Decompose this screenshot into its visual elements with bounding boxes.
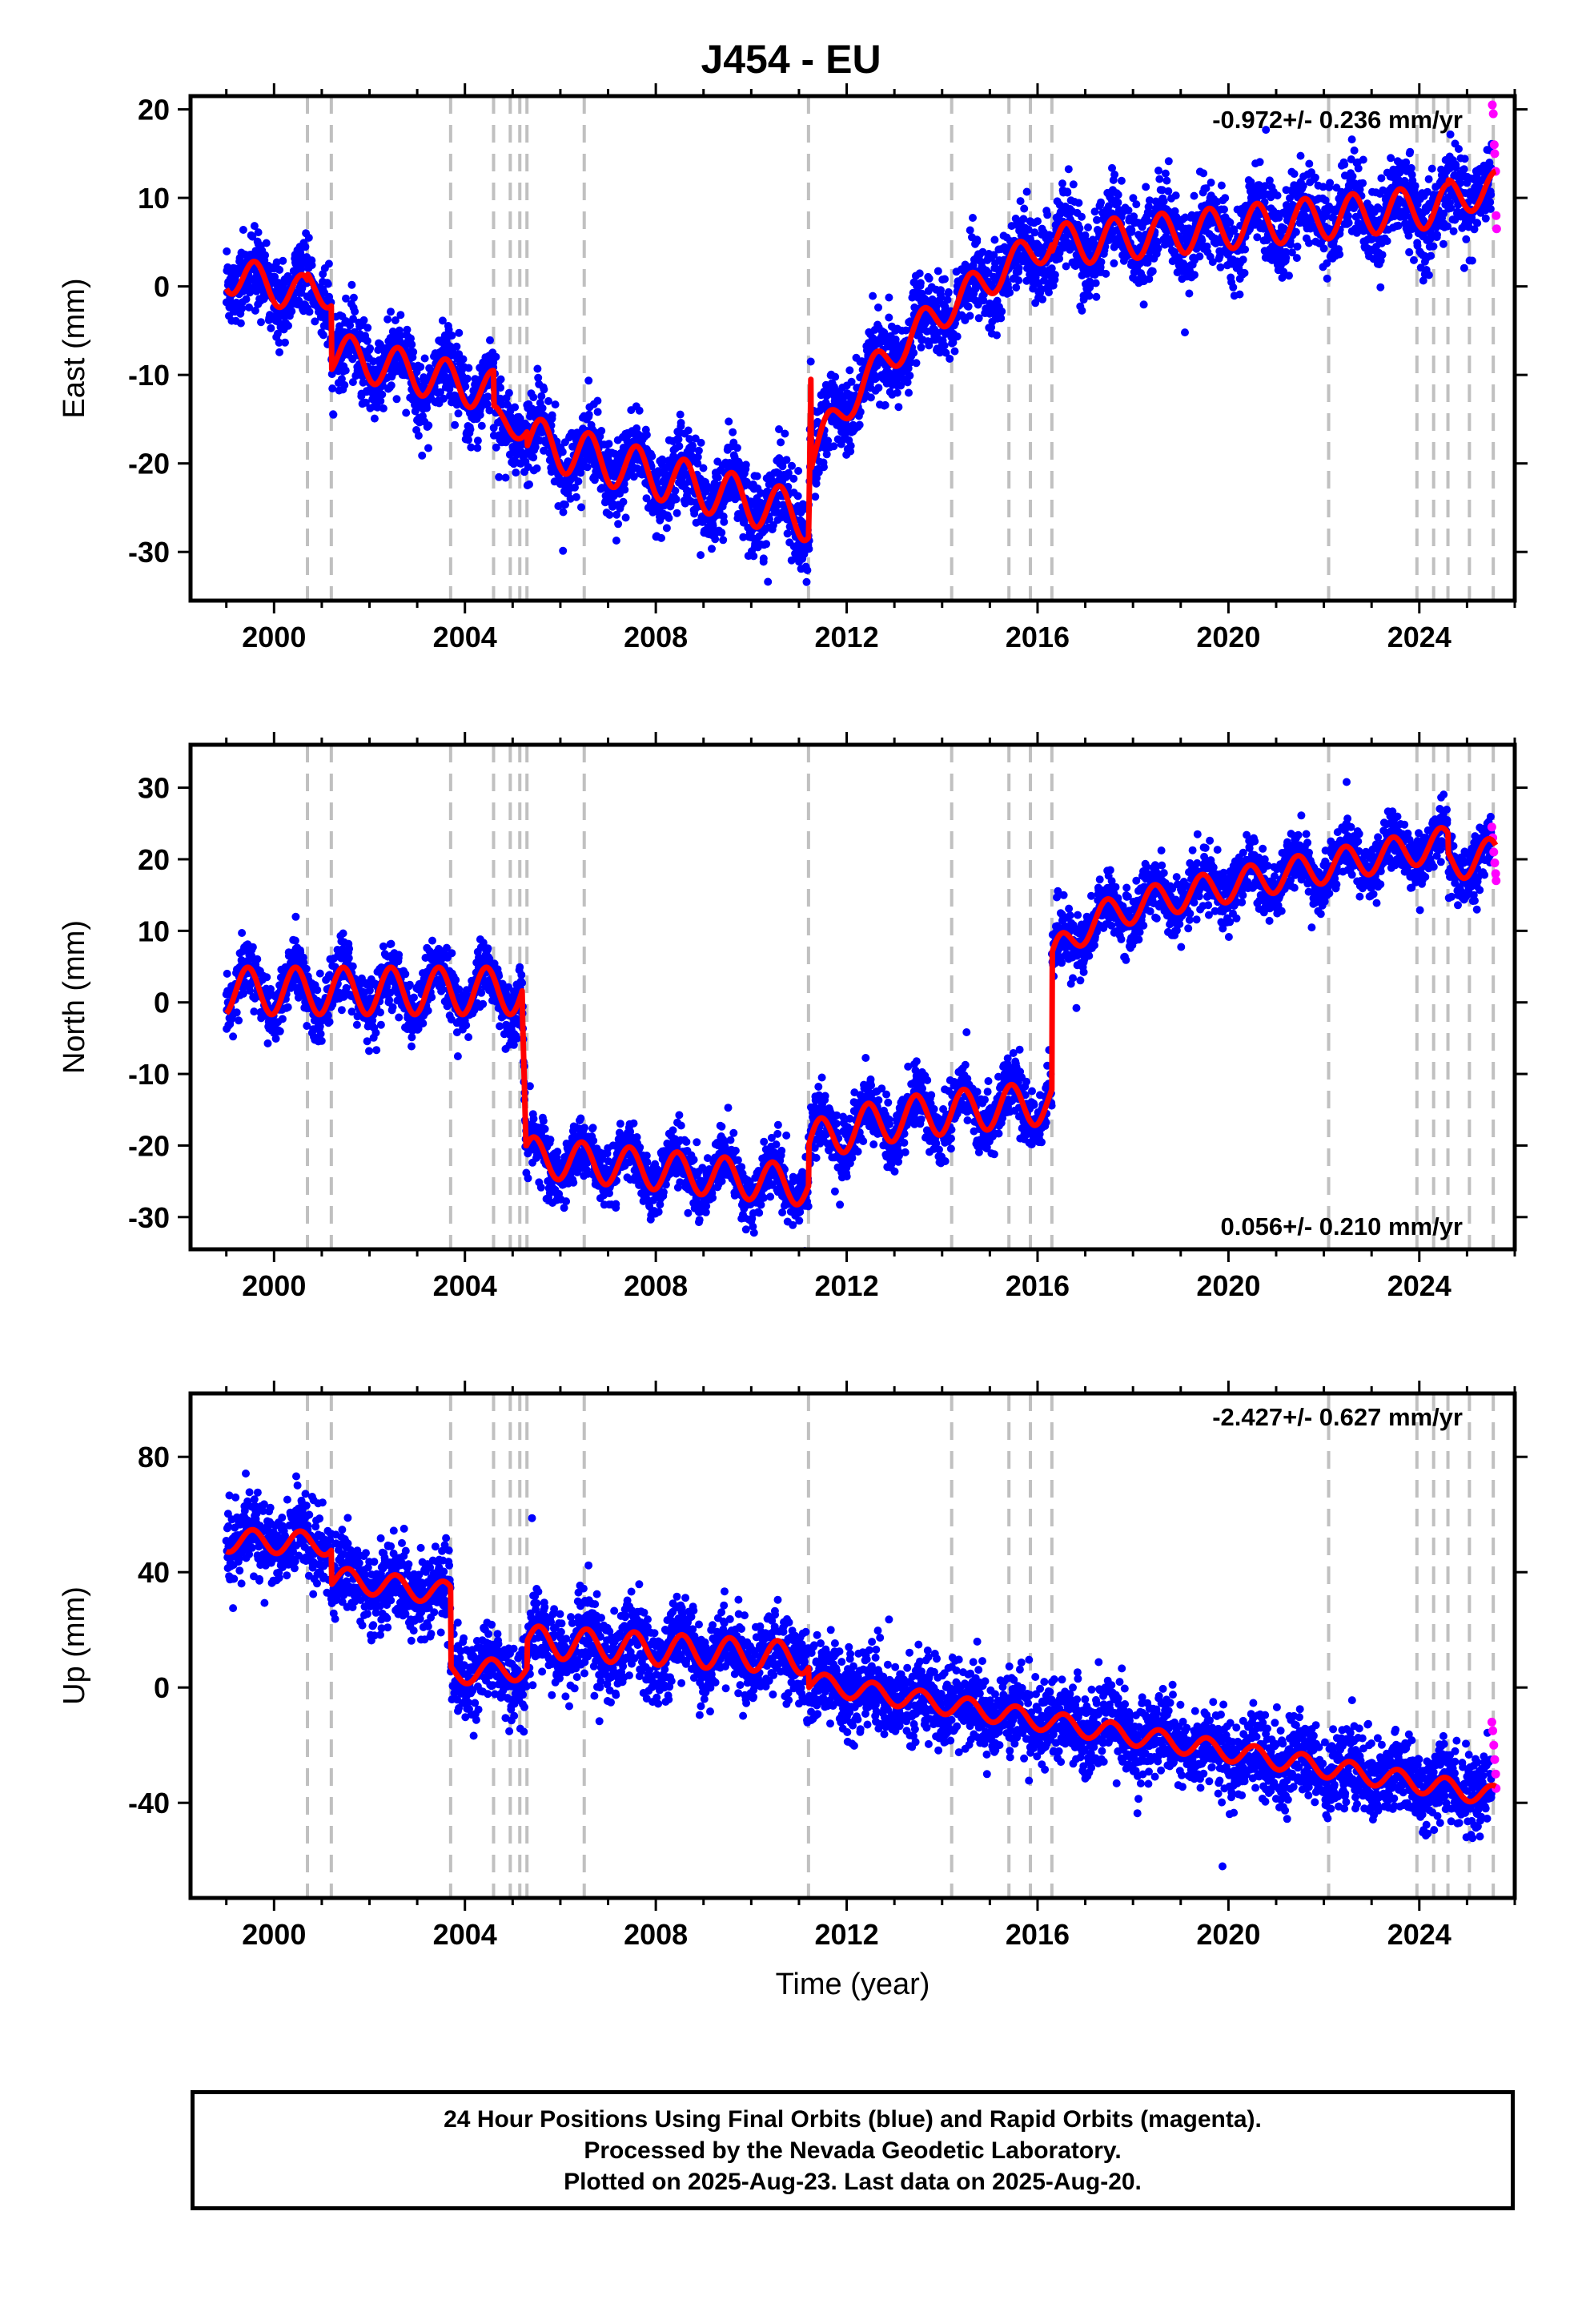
x-axis-label: Time (year) bbox=[776, 1968, 930, 2001]
east-rapid-point-1 bbox=[1488, 109, 1498, 119]
east-y-ticks bbox=[178, 108, 1528, 553]
up-x-tick-label-2008: 2008 bbox=[624, 1918, 688, 1951]
north-y-tick-label--10: -10 bbox=[128, 1058, 170, 1091]
up-y-axis-label: Up (mm) bbox=[58, 1586, 91, 1705]
up-x-tick-label-2000: 2000 bbox=[242, 1918, 306, 1951]
north-x-tick-label-2004: 2004 bbox=[433, 1269, 497, 1302]
up-x-tick-label-2016: 2016 bbox=[1006, 1918, 1070, 1951]
up-y-tick-label-80: 80 bbox=[138, 1441, 170, 1474]
north-x-tick-label-2012: 2012 bbox=[815, 1269, 879, 1302]
up-rapid-orbit-points bbox=[1487, 1717, 1501, 1793]
north-event-lines bbox=[306, 745, 1496, 1249]
up-rate-label: -2.427+/- 0.627 mm/yr bbox=[1212, 1403, 1463, 1431]
east-y-tick-label-10: 10 bbox=[138, 182, 170, 215]
up-y-ticks bbox=[178, 1455, 1528, 1804]
up-rapid-point-4 bbox=[1491, 1769, 1500, 1779]
north-rapid-orbit-points bbox=[1487, 822, 1501, 886]
up-y-tick-label-40: 40 bbox=[138, 1556, 170, 1589]
east-rapid-point-5 bbox=[1492, 211, 1501, 220]
east-x-tick-label-2000: 2000 bbox=[242, 621, 306, 653]
east-rapid-point-3 bbox=[1490, 149, 1500, 159]
east-x-tick-label-2008: 2008 bbox=[624, 621, 688, 653]
east-rapid-orbit-points bbox=[1488, 100, 1501, 234]
north-rapid-point-3 bbox=[1490, 858, 1500, 867]
up-rapid-point-3 bbox=[1490, 1755, 1500, 1764]
east-rate-label: -0.972+/- 0.236 mm/yr bbox=[1212, 106, 1463, 134]
east-rapid-point-0 bbox=[1488, 100, 1497, 110]
footer-box: 24 Hour Positions Using Final Orbits (bl… bbox=[191, 2090, 1515, 2210]
north-y-axis-label: North (mm) bbox=[58, 920, 91, 1074]
north-y-tick-label--20: -20 bbox=[128, 1129, 170, 1162]
north-y-tick-label-30: 30 bbox=[138, 772, 170, 805]
north-x-ticks bbox=[225, 732, 1516, 1262]
east-model-line bbox=[223, 168, 1499, 544]
north-frame bbox=[188, 742, 1517, 1252]
east-y-tick-label-0: 0 bbox=[154, 271, 170, 304]
up-rapid-point-2 bbox=[1489, 1740, 1499, 1750]
east-panel: 2000 2004 2008 2012 2016 2020 2024 -30 -20 -10 0 10… bbox=[58, 83, 1528, 653]
up-y-tick-label--40: -40 bbox=[128, 1787, 170, 1819]
up-x-tick-label-2004: 2004 bbox=[433, 1918, 497, 1951]
footer-line-2: Processed by the Nevada Geodetic Laborat… bbox=[584, 2137, 1122, 2164]
up-x-ticks bbox=[225, 1381, 1516, 1911]
east-x-tick-label-2004: 2004 bbox=[433, 621, 497, 653]
up-y-tick-label-0: 0 bbox=[154, 1671, 170, 1704]
east-y-tick-label--10: -10 bbox=[128, 359, 170, 392]
east-x-tick-label-2012: 2012 bbox=[815, 621, 879, 653]
east-event-lines bbox=[306, 96, 1496, 601]
up-x-tick-label-2024: 2024 bbox=[1387, 1918, 1452, 1951]
east-y-tick-label--20: -20 bbox=[128, 448, 170, 480]
east-x-tick-label-2020: 2020 bbox=[1196, 621, 1260, 653]
north-y-tick-label-20: 20 bbox=[138, 843, 170, 876]
north-x-tick-label-2000: 2000 bbox=[242, 1269, 306, 1302]
east-rapid-point-6 bbox=[1492, 224, 1501, 234]
north-x-tick-label-2016: 2016 bbox=[1006, 1269, 1070, 1302]
north-y-tick-label--30: -30 bbox=[128, 1201, 170, 1234]
north-panel: 2000 2004 2008 2012 2016 2020 2024 -30 -20 -10 0 10… bbox=[58, 732, 1528, 1302]
east-x-tick-label-2016: 2016 bbox=[1006, 621, 1070, 653]
north-rate-label: 0.056+/- 0.210 mm/yr bbox=[1221, 1212, 1463, 1240]
up-rapid-point-0 bbox=[1487, 1717, 1496, 1727]
east-y-tick-label--30: -30 bbox=[128, 536, 170, 569]
footer-line-1: 24 Hour Positions Using Final Orbits (bl… bbox=[444, 2105, 1262, 2133]
north-x-tick-label-2024: 2024 bbox=[1387, 1269, 1452, 1302]
up-final-orbit-points bbox=[222, 1470, 1496, 1871]
north-rapid-point-4 bbox=[1491, 869, 1500, 879]
north-x-tick-label-2008: 2008 bbox=[624, 1269, 688, 1302]
east-y-axis-label: East (mm) bbox=[58, 278, 91, 418]
up-panel: 2000 2004 2008 2012 2016 2020 2024 -40 0 40 80 Up (… bbox=[58, 1381, 1528, 2001]
north-x-tick-label-2020: 2020 bbox=[1196, 1269, 1260, 1302]
page-title: J454 - EU bbox=[701, 37, 881, 82]
north-y-ticks bbox=[178, 786, 1528, 1219]
north-y-tick-label-0: 0 bbox=[154, 987, 170, 1019]
east-frame bbox=[188, 94, 1517, 603]
east-y-tick-label-20: 20 bbox=[138, 94, 170, 127]
up-x-tick-label-2012: 2012 bbox=[815, 1918, 879, 1951]
footer-line-3: Plotted on 2025-Aug-23. Last data on 202… bbox=[564, 2168, 1142, 2195]
up-model-line bbox=[223, 1526, 1499, 1805]
north-rapid-point-0 bbox=[1487, 822, 1496, 832]
east-x-tick-label-2024: 2024 bbox=[1387, 621, 1452, 653]
east-x-ticks bbox=[225, 83, 1516, 613]
up-rapid-point-1 bbox=[1488, 1726, 1498, 1735]
north-rapid-point-2 bbox=[1489, 847, 1499, 857]
up-frame bbox=[188, 1391, 1517, 1900]
up-x-tick-label-2020: 2020 bbox=[1196, 1918, 1260, 1951]
north-model-line bbox=[223, 825, 1499, 1208]
north-y-tick-label-10: 10 bbox=[138, 915, 170, 947]
north-rapid-point-5 bbox=[1492, 876, 1501, 886]
east-rapid-point-2 bbox=[1489, 140, 1499, 150]
